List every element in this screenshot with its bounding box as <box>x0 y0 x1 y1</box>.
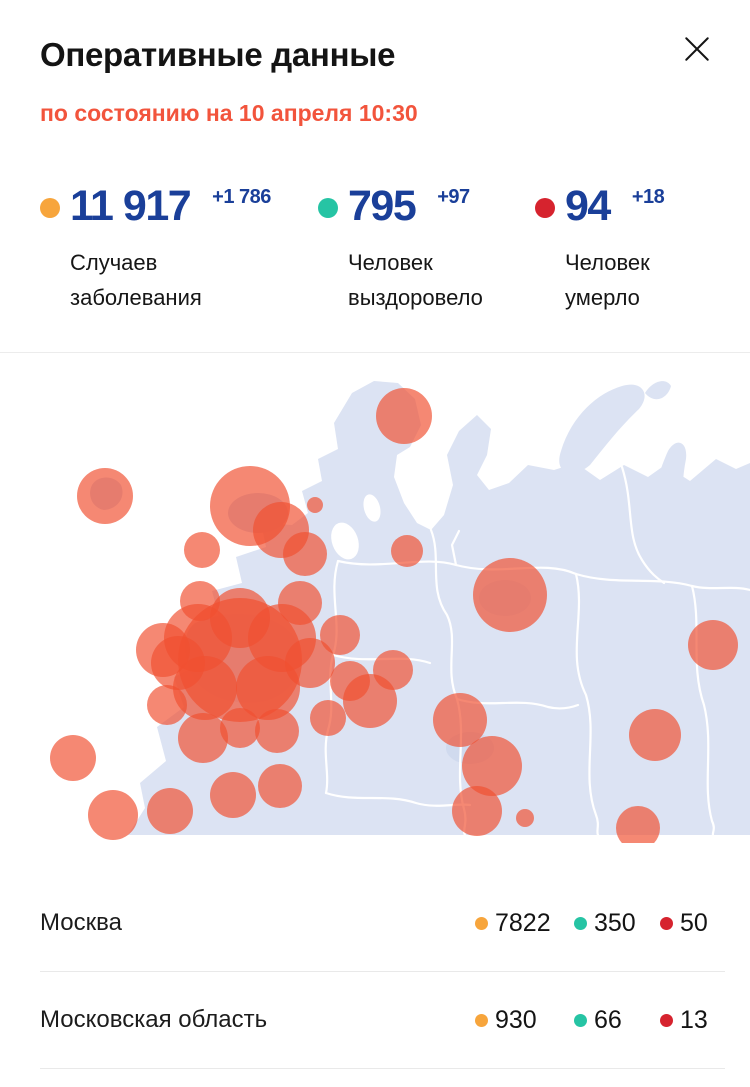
region-deaths-cell: 50 <box>660 909 725 938</box>
region-list: Москва 7822 350 50 Московская область 93… <box>0 875 750 1069</box>
region-deaths-value: 50 <box>680 908 708 937</box>
region-row-moscow-oblast: Московская область 930 66 13 <box>40 972 725 1069</box>
region-deaths-value: 13 <box>680 1005 708 1034</box>
summary-stats: 11 917 +1 786 Случаев заболевания 795 +9… <box>0 185 750 315</box>
deaths-value: 94 <box>565 182 611 230</box>
case-bubbles <box>50 388 738 843</box>
close-button[interactable] <box>674 26 720 72</box>
stat-recovered: 795 +97 Человек выздоровело <box>318 185 535 315</box>
region-recovered-value: 350 <box>594 908 636 937</box>
recovered-label-line1: Человек <box>348 250 433 275</box>
region-name: Московская область <box>40 1006 268 1033</box>
recovered-delta: +97 <box>437 186 470 208</box>
cases-dot-icon <box>475 1013 488 1027</box>
cases-delta: +1 786 <box>212 186 271 208</box>
close-icon <box>685 37 709 61</box>
as-of-timestamp: по состоянию на 10 апреля 10:30 <box>40 100 418 126</box>
panel-header: Оперативные данные по состоянию на 10 ап… <box>0 0 750 126</box>
recovered-dot-icon <box>318 198 338 218</box>
lakes <box>331 494 381 560</box>
region-recovered-cell: 66 <box>574 1006 660 1035</box>
recovered-label-line2: выздоровело <box>348 285 483 310</box>
cases-label-line1: Случаев <box>70 250 158 275</box>
region-deaths-cell: 13 <box>660 1006 725 1035</box>
region-cases-value: 7822 <box>495 908 551 937</box>
region-recovered-value: 66 <box>594 1005 622 1034</box>
deaths-label: Человек умерло <box>565 245 710 315</box>
cases-label-line2: заболевания <box>70 285 202 310</box>
region-cases-cell: 930 <box>475 1006 574 1035</box>
deaths-label-line2: умерло <box>565 285 640 310</box>
stat-cases: 11 917 +1 786 Случаев заболевания <box>40 185 318 315</box>
recovered-dot-icon <box>574 1013 587 1027</box>
region-name: Москва <box>40 909 122 936</box>
recovered-dot-icon <box>574 916 587 930</box>
region-cases-value: 930 <box>495 1005 537 1034</box>
cases-label: Случаев заболевания <box>70 245 318 315</box>
deaths-dot-icon <box>660 1013 673 1027</box>
recovered-label: Человек выздоровело <box>348 245 535 315</box>
cases-value: 11 917 <box>70 182 192 230</box>
cases-dot-icon <box>475 916 488 930</box>
region-cases-cell: 7822 <box>475 909 574 938</box>
map-svg <box>50 381 750 843</box>
deaths-dot-icon <box>535 198 555 218</box>
region-recovered-cell: 350 <box>574 909 660 938</box>
deaths-delta: +18 <box>631 186 665 208</box>
deaths-label-line1: Человек <box>565 250 650 275</box>
page-title: Оперативные данные <box>40 36 396 73</box>
section-divider <box>0 352 750 353</box>
stat-deaths: 94 +18 Человек умерло <box>535 185 710 315</box>
deaths-dot-icon <box>660 916 673 930</box>
region-row-moscow: Москва 7822 350 50 <box>40 875 725 972</box>
cases-dot-icon <box>40 198 60 218</box>
recovered-value: 795 <box>348 182 417 230</box>
russia-bubble-map <box>0 353 750 843</box>
